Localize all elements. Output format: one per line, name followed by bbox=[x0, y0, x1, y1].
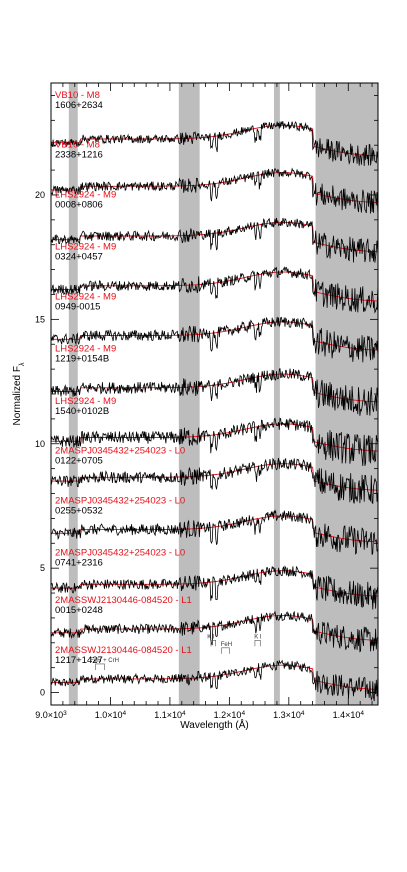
shaded-region-2 bbox=[178, 83, 200, 705]
observed-spectrum-11 bbox=[50, 167, 379, 214]
observed-spectrum-10 bbox=[50, 217, 379, 263]
x-axis: 9.0×103 1.0×104 1.1×104 1.2×104 1.3×104 1.4×1… bbox=[35, 83, 373, 721]
x-tick-label-3: 1.1×104 bbox=[154, 710, 186, 721]
x-tick-mantissa: 1.3×10 bbox=[273, 710, 301, 720]
template-label-5: LHS2924 - M9 bbox=[55, 291, 116, 302]
x-tick-mantissa: 1.4×10 bbox=[333, 710, 361, 720]
object-label-9: 0255+0532 bbox=[55, 505, 103, 516]
observed-spectrum-6 bbox=[50, 417, 379, 467]
object-label-10: 0741+2316 bbox=[55, 558, 103, 569]
observed-spectrum-3 bbox=[50, 565, 379, 610]
template-label-9: 2MASPJ0345432+254023 - L0 bbox=[55, 495, 185, 506]
x-tick-mantissa: 1.2×10 bbox=[214, 710, 242, 720]
object-label-5: 0949-0015 bbox=[55, 301, 100, 312]
feature-label-1: FeH + CrH bbox=[90, 658, 119, 664]
x-tick-exponent: 4 bbox=[301, 710, 305, 717]
template-label-1: VB10 - M8 bbox=[55, 90, 100, 101]
feature-bracket-3 bbox=[221, 647, 230, 654]
template-label-8: 2MASPJ0345432+254023 - L0 bbox=[55, 446, 185, 457]
y-tick-label-5: 20 bbox=[35, 190, 45, 200]
observed-spectrum-4 bbox=[50, 509, 379, 555]
template-label-6: LHS2924 - M9 bbox=[55, 344, 116, 355]
x-tick-mantissa: 9.0×10 bbox=[35, 710, 63, 720]
x-tick-label-4: 1.2×104 bbox=[214, 710, 246, 721]
observed-spectrum-2 bbox=[50, 610, 379, 653]
object-label-1: 1606+2634 bbox=[55, 100, 103, 111]
x-tick-exponent: 4 bbox=[123, 710, 127, 717]
spectra-series bbox=[50, 120, 379, 702]
object-label-7: 1540+0102B bbox=[55, 406, 109, 417]
y-tick-label-2: 5 bbox=[40, 563, 45, 573]
x-axis-title: Wavelength (Å) bbox=[180, 718, 249, 731]
object-label-4: 0324+0457 bbox=[55, 252, 103, 263]
x-tick-mantissa: 1.0×10 bbox=[95, 710, 123, 720]
object-label-6: 1219+0154B bbox=[55, 354, 109, 365]
observed-spectrum-1 bbox=[50, 659, 379, 702]
template-label-10: 2MASPJ0345432+254023 - L0 bbox=[55, 548, 185, 559]
template-label-2: VB10 - M8 bbox=[55, 140, 100, 151]
x-tick-exponent: 3 bbox=[63, 710, 67, 717]
feature-bracket-1 bbox=[95, 663, 105, 670]
feature-annotations: FeH + CrH K I FeH K I bbox=[90, 634, 262, 670]
y-axis-title-sub: λ bbox=[19, 362, 26, 366]
template-label-3: LHS2924 - M9 bbox=[55, 189, 116, 200]
feature-bracket-2 bbox=[210, 640, 216, 647]
x-tick-exponent: 4 bbox=[360, 710, 364, 717]
template-label-12: 2MASSWJ2130446-084520 - L1 bbox=[55, 645, 192, 656]
x-tick-label-5: 1.3×104 bbox=[273, 710, 305, 721]
feature-bracket-4 bbox=[254, 640, 261, 647]
object-label-12: 1217+1427 bbox=[55, 655, 103, 666]
shaded-region-3 bbox=[273, 83, 280, 705]
y-axis-title-main: Normalized F bbox=[12, 366, 23, 425]
x-tick-label-6: 1.4×104 bbox=[333, 710, 365, 721]
observed-spectrum-9 bbox=[50, 266, 379, 314]
object-label-11: 0015+0248 bbox=[55, 605, 103, 616]
observed-spectrum-8 bbox=[50, 316, 379, 363]
template-label-11: 2MASSWJ2130446-084520 - L1 bbox=[55, 595, 192, 606]
x-tick-label-1: 9.0×103 bbox=[35, 710, 67, 721]
y-tick-label-1: 0 bbox=[40, 688, 45, 698]
feature-label-3: FeH bbox=[221, 642, 232, 648]
x-tick-exponent: 4 bbox=[182, 710, 186, 717]
observed-spectrum-7 bbox=[50, 368, 379, 416]
feature-label-4: K I bbox=[254, 634, 262, 640]
observed-spectrum-12 bbox=[50, 120, 379, 167]
feature-label-2: K I bbox=[207, 634, 215, 640]
y-tick-label-4: 15 bbox=[35, 314, 45, 324]
object-label-3: 0008+0806 bbox=[55, 199, 103, 210]
template-label-4: LHS2924 - M9 bbox=[55, 242, 116, 253]
y-tick-label-3: 10 bbox=[35, 439, 45, 449]
y-axis: 0 5 10 15 20 bbox=[35, 95, 378, 698]
x-tick-exponent: 4 bbox=[241, 710, 245, 717]
y-axis-title: Normalized Fλ bbox=[12, 362, 26, 425]
template-label-7: LHS2924 - M9 bbox=[55, 396, 116, 407]
x-tick-label-2: 1.0×104 bbox=[95, 710, 127, 721]
observed-spectrum-5 bbox=[50, 457, 379, 505]
object-label-8: 0122+0705 bbox=[55, 456, 103, 467]
x-tick-mantissa: 1.1×10 bbox=[154, 710, 182, 720]
object-label-2: 2338+1216 bbox=[55, 150, 103, 161]
